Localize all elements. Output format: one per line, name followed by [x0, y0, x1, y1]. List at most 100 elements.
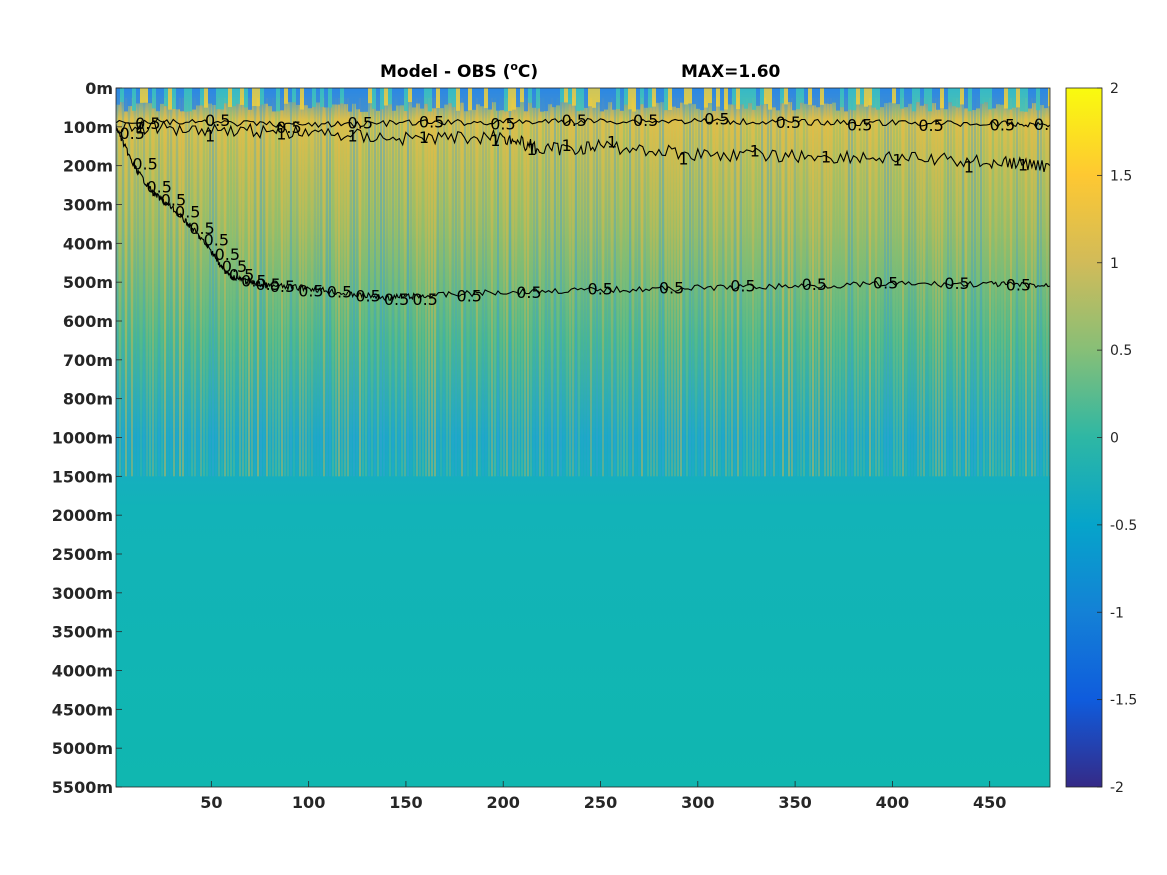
colorbar-tick-label: -2 [1110, 780, 1124, 796]
surface-layer-cell [984, 88, 988, 103]
surface-layer-cell [784, 88, 788, 105]
variability-stripe [1019, 98, 1021, 477]
x-tick-label: 450 [973, 793, 1006, 812]
surface-layer-cell [864, 88, 868, 107]
variability-stripe [689, 98, 691, 477]
variability-stripe [665, 98, 667, 477]
surface-layer-cell [972, 88, 976, 111]
surface-layer-cell [656, 88, 660, 103]
surface-layer-cell [776, 88, 780, 111]
surface-layer-cell [1044, 88, 1048, 109]
plot-area: 0.50.50.50.50.50.50.50.50.50.50.50.50.5 0… [116, 88, 1050, 787]
surface-layer-cell [452, 88, 456, 107]
contour-label: 0.5 [562, 111, 587, 130]
variability-stripe [233, 98, 235, 477]
variability-stripe [323, 98, 325, 477]
surface-layer-cell [256, 88, 260, 107]
variability-stripe [458, 98, 460, 477]
surface-layer-cell [1028, 88, 1032, 109]
variability-stripe [1025, 98, 1027, 477]
surface-layer-cell [960, 88, 964, 105]
variability-stripe [317, 98, 319, 477]
surface-layer-cell [840, 88, 844, 108]
surface-layer-cell [548, 88, 552, 105]
surface-layer-cell [772, 88, 776, 108]
variability-stripe [476, 98, 478, 477]
surface-layer-cell [332, 88, 336, 105]
surface-layer-cell [996, 88, 1000, 105]
contour-label: 0.5 [588, 280, 613, 299]
variability-stripe [986, 98, 988, 477]
surface-layer-cell [132, 88, 136, 111]
surface-layer-cell [820, 88, 824, 105]
variability-stripe [416, 98, 418, 477]
surface-layer-cell [1032, 88, 1036, 104]
surface-layer-cell [456, 88, 460, 111]
surface-layer-cell [600, 88, 604, 112]
variability-stripe [851, 98, 853, 477]
variability-stripe [653, 98, 655, 477]
contour-label: 0.5 [161, 191, 186, 210]
variability-stripe [479, 98, 481, 477]
variability-stripe [833, 98, 835, 477]
surface-layer-cell [664, 88, 668, 111]
variability-stripe [938, 98, 940, 477]
surface-layer-cell [956, 88, 960, 108]
x-tick-label: 150 [389, 793, 422, 812]
variability-stripe [395, 98, 397, 477]
variability-stripe [827, 98, 829, 477]
contour-label: 1 [678, 150, 688, 169]
surface-layer-cell [312, 88, 316, 107]
variability-stripe [743, 98, 745, 477]
surface-layer-cell [1004, 88, 1008, 109]
variability-stripe [914, 98, 916, 477]
variability-stripe [356, 98, 358, 477]
x-tick-label: 400 [876, 793, 909, 812]
variability-stripe [929, 98, 931, 477]
variability-stripe [716, 98, 718, 477]
surface-layer-cell [616, 88, 620, 109]
surface-layer-cell [448, 88, 452, 104]
contour-label: 0.5 [229, 266, 254, 285]
surface-layer-cell [384, 88, 388, 106]
variability-stripe [941, 98, 943, 477]
surface-layer-cell [244, 88, 248, 108]
variability-stripe [806, 98, 808, 477]
variability-stripe [671, 98, 673, 477]
variability-stripe [140, 98, 142, 477]
variability-stripe [278, 98, 280, 477]
variability-stripe [596, 98, 598, 477]
variability-stripe [491, 98, 493, 477]
surface-layer-cell [728, 88, 732, 105]
surface-layer-cell [236, 88, 240, 104]
surface-layer-cell [736, 88, 740, 110]
variability-stripe [371, 98, 373, 477]
variability-stripe [389, 98, 391, 477]
x-tick-label: 350 [778, 793, 811, 812]
variability-stripe [173, 98, 175, 477]
surface-layer-cell [940, 88, 944, 109]
variability-stripe [632, 98, 634, 477]
surface-layer-cell [680, 88, 684, 103]
variability-stripe [383, 98, 385, 477]
y-tick-label: 800m [63, 390, 113, 409]
surface-layer-cell [196, 88, 200, 106]
surface-layer-cell [408, 88, 412, 103]
variability-stripe [137, 98, 139, 477]
variability-stripe [305, 98, 307, 477]
surface-layer-cell [1000, 88, 1004, 105]
surface-layer-cell [296, 88, 300, 105]
surface-layer-cell [964, 88, 968, 109]
variability-stripe [761, 98, 763, 477]
surface-layer-cell [1048, 88, 1050, 107]
surface-layer-cell [780, 88, 784, 104]
surface-layer-cell [184, 88, 188, 112]
surface-layer-cell [536, 88, 540, 109]
surface-layer-cell [572, 88, 576, 106]
contour-label: 1 [419, 128, 429, 147]
surface-layer-cell [924, 88, 928, 104]
variability-stripe [509, 98, 511, 477]
surface-layer-cell [140, 88, 144, 103]
variability-stripe [698, 98, 700, 477]
